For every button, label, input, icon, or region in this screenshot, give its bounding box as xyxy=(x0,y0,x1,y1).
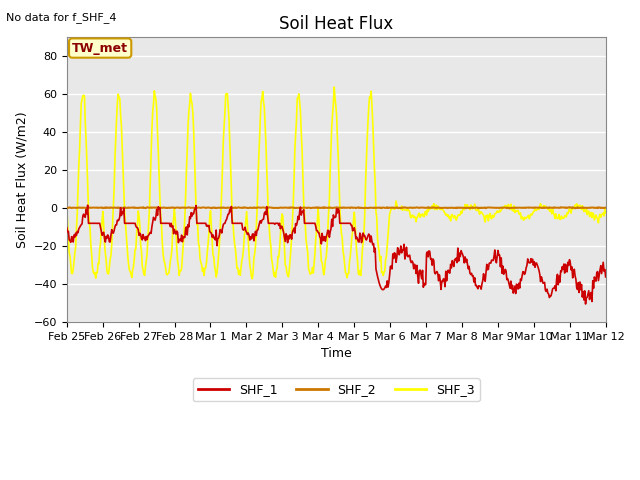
SHF_1 xyxy=(207,230,215,236)
SHF_2 xyxy=(239,205,246,211)
Text: No data for f_SHF_4: No data for f_SHF_4 xyxy=(6,12,117,23)
SHF_3 xyxy=(78,96,86,102)
SHF_1 xyxy=(518,277,525,283)
SHF_2 xyxy=(602,205,609,211)
X-axis label: Time: Time xyxy=(321,347,351,360)
SHF_1 xyxy=(151,217,159,223)
Line: SHF_3: SHF_3 xyxy=(67,87,605,279)
SHF_1 xyxy=(582,301,589,307)
Y-axis label: Soil Heat Flux (W/m2): Soil Heat Flux (W/m2) xyxy=(15,111,28,248)
SHF_3 xyxy=(553,215,561,221)
SHF_3 xyxy=(518,214,526,220)
SHF_3 xyxy=(239,254,246,260)
SHF_1 xyxy=(63,225,70,231)
Line: SHF_1: SHF_1 xyxy=(67,205,605,304)
SHF_3 xyxy=(150,88,158,94)
SHF_1 xyxy=(84,202,92,208)
SHF_1 xyxy=(239,227,247,233)
SHF_2 xyxy=(150,204,158,210)
SHF_1 xyxy=(78,221,86,227)
SHF_2 xyxy=(518,205,525,211)
SHF_3 xyxy=(602,210,609,216)
SHF_1 xyxy=(602,274,609,280)
Text: TW_met: TW_met xyxy=(72,42,128,55)
SHF_1 xyxy=(552,288,559,294)
SHF_2 xyxy=(63,205,70,211)
Line: SHF_2: SHF_2 xyxy=(67,207,605,208)
SHF_3 xyxy=(330,84,338,90)
SHF_3 xyxy=(207,208,214,214)
SHF_2 xyxy=(566,204,573,210)
Title: Soil Heat Flux: Soil Heat Flux xyxy=(279,15,394,33)
SHF_3 xyxy=(63,206,70,212)
SHF_2 xyxy=(78,205,86,211)
SHF_2 xyxy=(506,205,513,211)
SHF_2 xyxy=(552,205,559,211)
SHF_2 xyxy=(207,205,214,211)
SHF_3 xyxy=(248,276,256,282)
Legend: SHF_1, SHF_2, SHF_3: SHF_1, SHF_2, SHF_3 xyxy=(193,378,480,401)
